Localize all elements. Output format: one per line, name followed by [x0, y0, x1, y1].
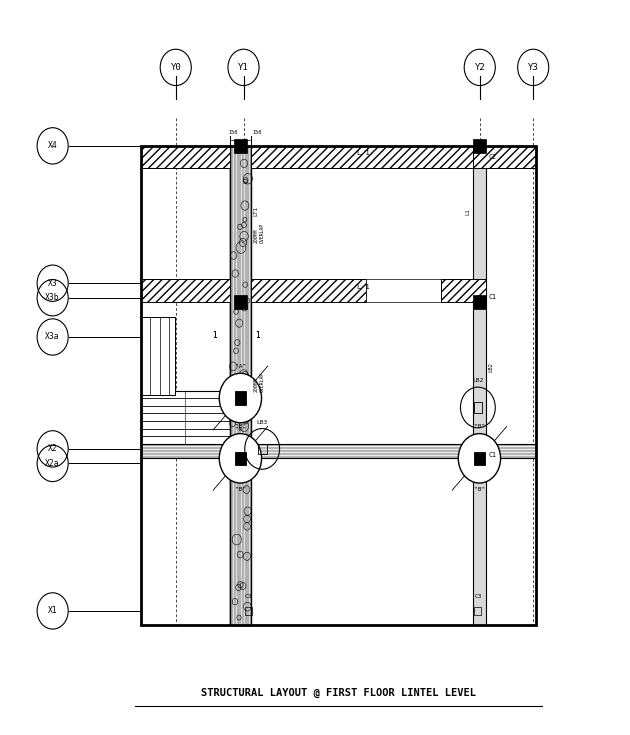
Bar — [141, 146, 230, 168]
Text: "B": "B" — [235, 424, 246, 429]
Bar — [234, 295, 246, 309]
Text: LT1: LT1 — [253, 207, 258, 216]
Text: Y0: Y0 — [170, 63, 181, 72]
Text: X4: X4 — [48, 141, 57, 151]
Text: L1: L1 — [466, 208, 471, 215]
Bar — [473, 295, 486, 309]
Bar — [230, 146, 251, 625]
Text: X2: X2 — [48, 445, 57, 453]
Text: C3: C3 — [474, 595, 481, 599]
Bar — [366, 279, 440, 302]
Text: 200MM
OVERLAP: 200MM OVERLAP — [254, 223, 265, 243]
Text: 1: 1 — [212, 331, 217, 340]
Bar — [473, 146, 536, 168]
Bar — [474, 452, 485, 465]
Bar — [141, 444, 536, 459]
Text: STRUCTURAL LAYOUT @ FIRST FLOOR LINTEL LEVEL: STRUCTURAL LAYOUT @ FIRST FLOOR LINTEL L… — [201, 688, 476, 698]
Text: 1: 1 — [255, 331, 260, 340]
Bar — [234, 139, 246, 153]
Text: C2: C2 — [488, 154, 496, 160]
Text: X3a: X3a — [45, 332, 60, 342]
Text: "B": "B" — [235, 487, 246, 492]
Bar — [473, 139, 486, 153]
Bar — [251, 279, 366, 302]
Text: C1: C1 — [488, 452, 496, 458]
Bar — [440, 279, 486, 302]
Bar — [235, 392, 246, 404]
Text: 1: 1 — [212, 331, 217, 340]
Text: 1: 1 — [255, 331, 260, 340]
Text: "A": "A" — [235, 427, 246, 432]
Text: X3b: X3b — [45, 293, 60, 302]
Circle shape — [219, 434, 261, 483]
Bar — [141, 279, 230, 302]
Text: LB2: LB2 — [488, 362, 493, 373]
Bar — [141, 146, 536, 625]
Text: 150: 150 — [252, 130, 261, 135]
Text: X3: X3 — [48, 279, 57, 287]
Bar — [474, 607, 481, 615]
Text: L 1: L 1 — [357, 151, 370, 157]
Bar — [258, 444, 266, 454]
Bar — [473, 146, 486, 625]
Circle shape — [458, 434, 501, 483]
Text: C1: C1 — [488, 294, 496, 300]
Text: Y1: Y1 — [238, 63, 249, 72]
Bar — [141, 317, 175, 395]
Text: Y3: Y3 — [528, 63, 539, 72]
Text: C3: C3 — [244, 595, 252, 599]
Bar — [474, 402, 482, 412]
Bar — [245, 607, 252, 615]
Text: "B": "B" — [474, 424, 485, 429]
Text: L 1: L 1 — [357, 284, 370, 290]
Text: 150: 150 — [228, 130, 238, 135]
Bar — [235, 452, 246, 465]
Text: 200MM
OVERLAP: 200MM OVERLAP — [254, 372, 265, 392]
Text: LB2: LB2 — [472, 379, 483, 384]
Bar — [251, 146, 473, 168]
Text: "A": "A" — [235, 364, 246, 369]
Text: X2a: X2a — [45, 459, 60, 468]
Text: LB3: LB3 — [256, 420, 268, 425]
Text: Y2: Y2 — [474, 63, 485, 72]
Circle shape — [219, 373, 261, 423]
Bar — [141, 391, 230, 444]
Text: "B": "B" — [474, 487, 485, 492]
Text: X1: X1 — [48, 606, 57, 615]
